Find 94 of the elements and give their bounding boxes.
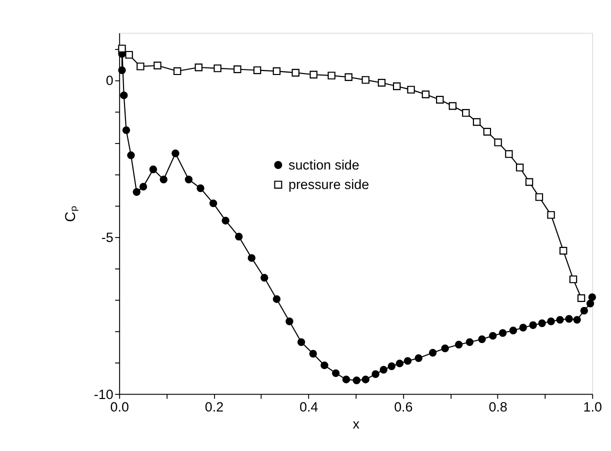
- point: [120, 91, 128, 100]
- x-tick-label: 0.0: [110, 399, 129, 414]
- point: [472, 118, 481, 126]
- point: [125, 50, 133, 59]
- x-axis-title: x: [352, 416, 360, 432]
- point: [404, 357, 412, 365]
- point: [556, 316, 564, 324]
- y-axis-title: Cₚ: [63, 206, 80, 222]
- point: [297, 338, 306, 346]
- point: [172, 150, 180, 158]
- point: [588, 293, 596, 302]
- y-tick-label: 0: [106, 72, 114, 88]
- point: [253, 66, 262, 74]
- point: [234, 65, 242, 74]
- point: [498, 329, 507, 337]
- legend-label: suction side: [288, 157, 360, 172]
- point: [454, 340, 463, 348]
- point: [462, 109, 470, 117]
- point: [428, 348, 437, 357]
- point: [118, 66, 126, 74]
- point: [573, 316, 581, 324]
- point: [139, 182, 148, 191]
- point: [478, 335, 486, 344]
- point: [565, 315, 573, 323]
- point: [272, 295, 281, 303]
- point: [494, 138, 502, 146]
- point: [559, 246, 568, 255]
- point: [328, 72, 336, 80]
- point: [136, 62, 144, 70]
- point: [248, 254, 256, 262]
- point: [519, 324, 527, 332]
- x-tick-label: 0.4: [299, 399, 319, 414]
- point: [448, 102, 457, 110]
- point: [173, 67, 182, 76]
- point: [535, 193, 544, 201]
- point: [184, 176, 193, 184]
- point: [344, 73, 352, 81]
- legend-label: pressure side: [288, 177, 370, 192]
- point: [209, 199, 218, 208]
- point: [547, 318, 555, 326]
- point: [362, 376, 370, 384]
- point: [332, 369, 340, 378]
- point: [260, 274, 268, 282]
- point: [529, 321, 537, 329]
- point: [122, 126, 130, 134]
- point: [407, 86, 415, 94]
- point: [466, 338, 474, 346]
- point: [422, 90, 430, 98]
- x-tick-label: 0.6: [394, 399, 413, 414]
- point: [309, 350, 317, 358]
- point: [378, 78, 386, 87]
- point: [436, 96, 444, 104]
- point: [222, 216, 230, 224]
- y-tick-label: -5: [101, 230, 114, 245]
- point: [516, 164, 524, 172]
- point: [586, 300, 594, 308]
- point: [396, 360, 404, 368]
- point: [577, 294, 586, 302]
- point: [132, 188, 141, 196]
- point: [580, 306, 588, 315]
- point: [538, 319, 546, 328]
- point: [569, 275, 578, 284]
- point: [380, 366, 388, 374]
- point: [505, 150, 513, 158]
- point: [310, 70, 318, 78]
- point: [483, 128, 492, 136]
- point: [292, 68, 300, 77]
- x-tick-label: 1.0: [583, 399, 602, 414]
- point: [320, 361, 328, 370]
- point: [154, 62, 162, 70]
- point: [509, 326, 518, 334]
- point: [547, 211, 555, 219]
- point: [372, 370, 380, 378]
- x-tick-label: 0.2: [204, 399, 224, 414]
- point: [392, 82, 401, 90]
- point: [214, 64, 222, 72]
- point: [362, 76, 370, 84]
- point: [149, 166, 158, 174]
- y-tick-label: -10: [94, 386, 114, 402]
- point: [488, 332, 497, 340]
- point: [525, 178, 534, 186]
- x-tick-label: 0.8: [488, 399, 508, 414]
- point: [272, 67, 281, 76]
- point: [286, 318, 294, 326]
- point: [441, 344, 449, 352]
- point: [342, 376, 350, 384]
- point: [127, 151, 135, 160]
- point: [196, 184, 204, 192]
- point: [160, 176, 168, 184]
- point: [234, 232, 243, 240]
- point: [194, 64, 202, 72]
- point: [388, 362, 396, 370]
- point: [414, 354, 422, 362]
- point: [352, 376, 360, 384]
